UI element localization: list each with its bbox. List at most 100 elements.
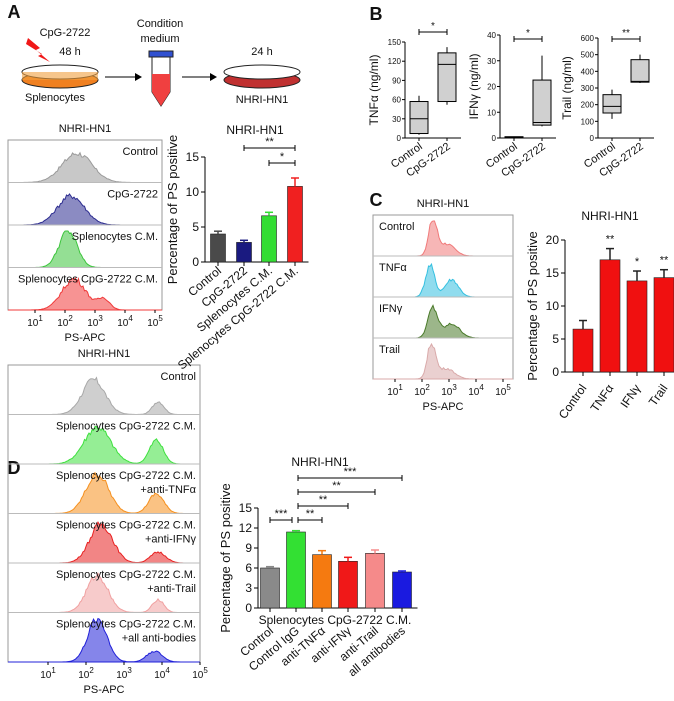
- x-tick-label: 104: [117, 314, 133, 329]
- y-tick-label: 15: [186, 150, 200, 164]
- y-tick-label: 30: [487, 57, 496, 66]
- group-label: Splenocytes CpG-2722 C.M.: [259, 613, 412, 627]
- y-tick-label: 20: [546, 233, 560, 247]
- y-tick-label: 0: [397, 134, 402, 143]
- x-tick-label: Trail: [646, 382, 671, 409]
- significance-label: **: [660, 255, 669, 267]
- y-tick-label: 400: [581, 67, 595, 76]
- tube-cap: [148, 50, 174, 58]
- chart-title: NHRI-HN1: [226, 123, 284, 137]
- histogram-row-label: Control: [161, 371, 196, 383]
- y-tick-label: 150: [388, 38, 402, 47]
- histogram-row-label-2: +anti-TNFα: [140, 484, 196, 496]
- panel-label-d: D: [8, 458, 21, 478]
- x-tick-exponent: 4: [128, 314, 133, 323]
- cells-label-nhri: NHRI-HN1: [236, 94, 289, 106]
- histogram-row-label-2: +anti-Trail: [147, 583, 196, 595]
- y-tick-label: 20: [487, 83, 496, 92]
- x-tick-exponent: 1: [38, 314, 43, 323]
- y-tick-label: 5: [192, 220, 199, 234]
- time-label-48h: 48 h: [59, 46, 80, 58]
- x-tick-exponent: 5: [158, 314, 163, 323]
- x-tick-label: 101: [27, 314, 43, 329]
- dish-lid-2: [223, 64, 301, 80]
- y-tick-label: 9: [245, 541, 252, 555]
- x-tick-label: 103: [441, 383, 457, 398]
- bar-1: [236, 242, 252, 263]
- histogram-row-label: Splenocytes CpG-2722 C.M.: [56, 569, 196, 581]
- x-tick-exponent: 3: [127, 666, 132, 675]
- bar-0: [572, 328, 594, 373]
- lightning-icon: [26, 38, 50, 62]
- x-axis-label: PS-APC: [65, 332, 106, 344]
- x-tick-exponent: 4: [479, 383, 484, 392]
- chart-title: NHRI-HN1: [291, 455, 349, 469]
- box: [630, 59, 650, 83]
- x-tick-label: 103: [87, 314, 103, 329]
- significance-label: **: [332, 480, 341, 492]
- x-tick-label: 101: [40, 666, 56, 681]
- arrow-head-1: [135, 73, 142, 81]
- significance-label: *: [526, 28, 530, 39]
- stimulus-label: CpG-2722: [40, 27, 91, 39]
- y-tick-label: 600: [581, 34, 595, 43]
- time-label-24h: 24 h: [251, 46, 272, 58]
- bar-1: [286, 531, 306, 609]
- histogram-row-label: CpG-2722: [107, 189, 158, 201]
- histogram-row-label-2: +anti-IFNγ: [145, 534, 197, 546]
- histogram-row-label: Splenocytes CpG-2722 C.M.: [56, 520, 196, 532]
- y-axis-label: Percentage of PS positive: [218, 483, 233, 633]
- histogram-row-label-2: +all anti-bodies: [122, 633, 197, 645]
- significance-label: **: [319, 494, 328, 506]
- x-tick-exponent: 2: [68, 314, 73, 323]
- histogram-curve: [8, 276, 162, 311]
- panel-label-c: C: [370, 190, 383, 210]
- x-tick-label: TNFα: [588, 382, 617, 415]
- significance-label: *: [280, 151, 285, 163]
- cells-label-splenocytes: Splenocytes: [25, 92, 85, 104]
- histogram-row-label: Control: [379, 221, 414, 233]
- significance-label: **: [606, 234, 615, 246]
- y-tick-label: 120: [388, 57, 402, 66]
- histogram-row-label: IFNγ: [379, 303, 403, 315]
- x-tick-label: 104: [154, 666, 170, 681]
- histogram-row-label: TNFα: [379, 262, 407, 274]
- histogram-title: NHRI-HN1: [78, 348, 131, 360]
- y-tick-label: 30: [392, 115, 401, 124]
- x-tick-label: 102: [78, 666, 94, 681]
- bar-0: [210, 233, 226, 263]
- y-tick-label: 300: [581, 84, 595, 93]
- y-tick-label: 90: [392, 76, 401, 85]
- significance-label: **: [265, 136, 274, 148]
- y-axis-label: IFNγ (ng/ml): [467, 53, 481, 119]
- y-tick-label: 12: [239, 521, 253, 535]
- y-tick-label: 10: [487, 108, 496, 117]
- bar-0: [260, 567, 280, 609]
- y-tick-label: 100: [581, 117, 595, 126]
- significance-label: **: [306, 508, 315, 520]
- x-tick-label: 105: [495, 383, 511, 398]
- x-tick-label: 105: [147, 314, 163, 329]
- x-tick-exponent: 1: [398, 383, 403, 392]
- y-tick-label: 40: [487, 31, 496, 40]
- bar-2: [626, 280, 648, 373]
- bar-1: [599, 259, 621, 373]
- chart-title: NHRI-HN1: [581, 209, 639, 223]
- arrow-head-2: [210, 73, 217, 81]
- box: [532, 79, 552, 126]
- bar-2: [312, 554, 332, 609]
- y-tick-label: 15: [546, 266, 560, 280]
- histogram-row-label: Trail: [379, 344, 400, 356]
- medium-label-line1: Condition: [137, 18, 183, 30]
- y-tick-label: 0: [590, 134, 595, 143]
- histogram-row-label: Splenocytes CpG-2722 C.M.: [18, 274, 158, 286]
- histogram-title: NHRI-HN1: [417, 198, 470, 210]
- tube-medium: [152, 74, 170, 106]
- x-tick-exponent: 1: [51, 666, 56, 675]
- y-tick-label: 200: [581, 101, 595, 110]
- histogram-row-label: Splenocytes C.M.: [72, 231, 158, 243]
- y-tick-label: 0: [552, 365, 559, 379]
- x-tick-label: 104: [468, 383, 484, 398]
- x-tick-exponent: 3: [452, 383, 457, 392]
